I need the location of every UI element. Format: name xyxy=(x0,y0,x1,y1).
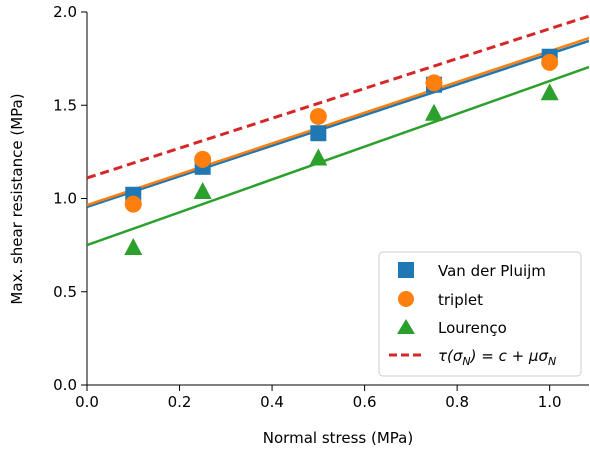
x-tick-label: 0.6 xyxy=(353,393,377,411)
legend-label-mohr-coulomb: τ(σN) = c + μσN xyxy=(438,347,556,368)
fit-line-van-der-pluijm xyxy=(87,39,589,209)
data-point-triplet xyxy=(194,150,212,168)
legend-marker-van-der-pluijm xyxy=(398,262,414,278)
legend: Van der Pluijm triplet Lourenço τ(σN) = … xyxy=(378,251,582,377)
y-tick-label: 0.5 xyxy=(53,283,77,301)
data-point-triplet xyxy=(124,195,142,213)
data-point-triplet xyxy=(541,53,559,71)
data-point-triplet xyxy=(309,107,327,125)
data-point-van-der-pluijm xyxy=(310,125,327,142)
x-tick-label: 0.8 xyxy=(445,393,469,411)
y-tick-label: 0.0 xyxy=(53,376,77,394)
fit-line-triplet xyxy=(87,36,589,207)
x-tick-label: 0.4 xyxy=(260,393,284,411)
data-point-louren-o xyxy=(309,148,328,166)
x-tick-label: 0.2 xyxy=(168,393,192,411)
legend-marker-lourenco xyxy=(397,319,415,334)
y-tick-label: 1.5 xyxy=(53,96,77,114)
data-point-louren-o xyxy=(124,237,143,255)
legend-label-lourenco: Lourenço xyxy=(438,319,507,337)
legend-label-triplet: triplet xyxy=(438,291,483,309)
y-tick-label: 2.0 xyxy=(53,3,77,21)
legend-label-van-der-pluijm: Van der Pluijm xyxy=(438,262,546,280)
legend-box xyxy=(378,251,582,377)
data-point-louren-o xyxy=(425,103,444,121)
y-tick-label: 1.0 xyxy=(53,190,77,208)
fit-line-n-c-n xyxy=(87,14,589,180)
y-axis-label: Max. shear resistance (MPa) xyxy=(8,93,26,304)
fit-line-louren-o xyxy=(87,65,589,247)
x-tick-label: 0.0 xyxy=(75,393,99,411)
legend-marker-triplet xyxy=(398,291,414,307)
data-point-triplet xyxy=(425,74,443,92)
data-point-louren-o xyxy=(193,182,212,200)
x-axis-label: Normal stress (MPa) xyxy=(263,429,413,447)
data-point-louren-o xyxy=(540,83,559,101)
x-tick-label: 1.0 xyxy=(538,393,562,411)
